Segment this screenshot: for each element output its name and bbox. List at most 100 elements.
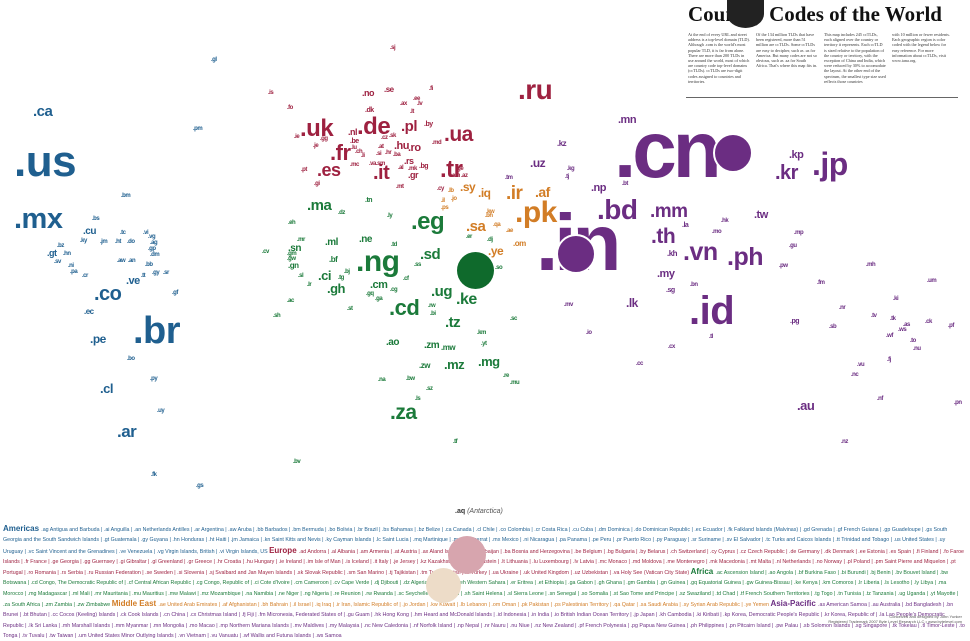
tld-no: .no: [362, 88, 375, 98]
tld-sz: .sz: [426, 386, 433, 392]
tld-lr: .lr: [307, 282, 312, 288]
tld-sv: .sv: [54, 259, 61, 265]
tld-tl: .tl: [709, 334, 713, 340]
tld-dz: .dz: [338, 210, 345, 216]
tld-hk: .hk: [721, 218, 729, 224]
tld-th: .th: [651, 225, 676, 248]
tld-cz: .cz: [381, 135, 388, 141]
tld-si: .si: [376, 151, 382, 157]
tld-bb: .bb: [145, 262, 153, 268]
tld-ao: .ao: [386, 337, 399, 348]
tld-de: .de: [357, 113, 391, 140]
tld-to: .to: [910, 338, 916, 344]
tld-al: .al: [398, 165, 404, 171]
legend: Americas .ag Antigua and Barbuda | .ai A…: [3, 524, 965, 641]
tld-sg: .sg: [666, 287, 675, 294]
tld-hr: .hr: [385, 150, 392, 156]
tld-dk: .dk: [365, 107, 374, 114]
tld-qa: .qa: [493, 222, 501, 228]
tld-co: .co: [94, 283, 122, 305]
tld-gi: .gi: [314, 181, 320, 187]
tld-ie: .ie: [294, 134, 300, 140]
tld-jm: .jm: [100, 239, 108, 245]
tld-ye: .ye: [488, 244, 504, 258]
tld-at: .at: [378, 144, 384, 150]
tld-pm: .pm: [193, 126, 203, 132]
tld-ir: .ir: [506, 183, 523, 204]
tld-bs: .bs: [92, 216, 100, 222]
tld-so: .so: [495, 265, 503, 271]
tld-tg: .tg: [338, 275, 344, 281]
tld-lk: .lk: [626, 296, 638, 310]
tld-pl: .pl: [401, 118, 418, 135]
tld-bn: .bn: [690, 282, 698, 288]
tld-uz: .uz: [530, 156, 546, 170]
tld-gu: .gu: [789, 243, 797, 249]
intro-column-1: At the end of every URL and street addre…: [688, 32, 750, 84]
credit: Conceived and designed by John Yunker Re…: [828, 614, 962, 624]
tld-ua: .ua: [444, 123, 473, 146]
tld-cm: .cm: [370, 279, 388, 291]
tld-gm: .gm: [287, 251, 297, 257]
tld-cv: .cv: [262, 249, 269, 255]
tld-sk: .sk: [389, 133, 396, 139]
tld-nr: .nr: [839, 305, 846, 311]
tld-ac: .ac: [287, 298, 294, 304]
tld-va: .va: [369, 161, 376, 167]
tld-tr: .tr: [440, 156, 463, 183]
tld-mp: .mp: [794, 230, 804, 236]
tld-pe: .pe: [90, 332, 106, 346]
tld-gf: .gf: [172, 290, 178, 296]
tld-dm: .dm: [150, 252, 160, 258]
tld-mz: .mz: [444, 357, 465, 372]
world-map: Country Codes of the World At the end of…: [3, 0, 965, 639]
tld-kg: .kg: [567, 166, 575, 172]
tld-jp: .jp: [812, 146, 848, 182]
tld-iq: .iq: [478, 186, 491, 200]
tld-bv: .bv: [293, 459, 301, 465]
tld-lb: .lb: [448, 188, 454, 194]
tld-gn: .gn: [288, 261, 299, 270]
tld-il: .il: [441, 198, 445, 204]
tld-ag: .ag: [150, 240, 158, 246]
tld-yt: .yt: [481, 341, 487, 347]
tld-pa: .pa: [70, 269, 78, 275]
tld-ws: .ws: [898, 327, 907, 333]
tld-eh: .eh: [288, 220, 296, 226]
tld-sl: .sl: [298, 273, 304, 279]
tld-af: .af: [535, 184, 550, 200]
tld-wf: .wf: [886, 333, 893, 339]
tld-sh: .sh: [273, 313, 281, 319]
intro-column-4: with 10 million or fewer residents. Each…: [892, 32, 950, 64]
tld-tn: .tn: [365, 197, 373, 204]
tld-td: .td: [391, 242, 397, 248]
tld-an: .an: [128, 258, 136, 264]
tld-eg: .eg: [411, 208, 445, 235]
tld-nz: .nz: [841, 439, 848, 445]
tld-mr: .mr: [297, 237, 305, 243]
tld-gg: .gg: [320, 136, 328, 142]
tld-az: .az: [461, 173, 468, 179]
tld-bo: .bo: [127, 356, 135, 362]
tld-id: .id: [689, 289, 735, 333]
tld-ph: .ph: [727, 243, 764, 271]
tld-vi: .vi: [143, 230, 149, 236]
tld-ht: .ht: [115, 239, 121, 245]
legend-region-middle_east: Middle East: [111, 599, 159, 609]
tld-mm: .mm: [650, 201, 688, 222]
tld-gh: .gh: [327, 281, 346, 296]
tld-by: .by: [424, 121, 433, 128]
tld-li: .li: [361, 153, 365, 159]
tld-zm: .zm: [424, 340, 440, 351]
tld-gq: .gq: [366, 291, 374, 297]
tld-kz: .kz: [557, 139, 567, 148]
tld-sn: .sn: [288, 243, 301, 254]
overlay-dot-green: [457, 252, 494, 289]
tld-rw: .rw: [428, 303, 436, 309]
tld-sm: .sm: [376, 161, 385, 167]
tld-nc: .nc: [851, 372, 859, 378]
tld-om: .om: [513, 239, 526, 248]
tld-kr: .kr: [775, 162, 798, 184]
tld-ni: .ni: [68, 263, 74, 269]
tld-bi: .bi: [430, 311, 436, 317]
